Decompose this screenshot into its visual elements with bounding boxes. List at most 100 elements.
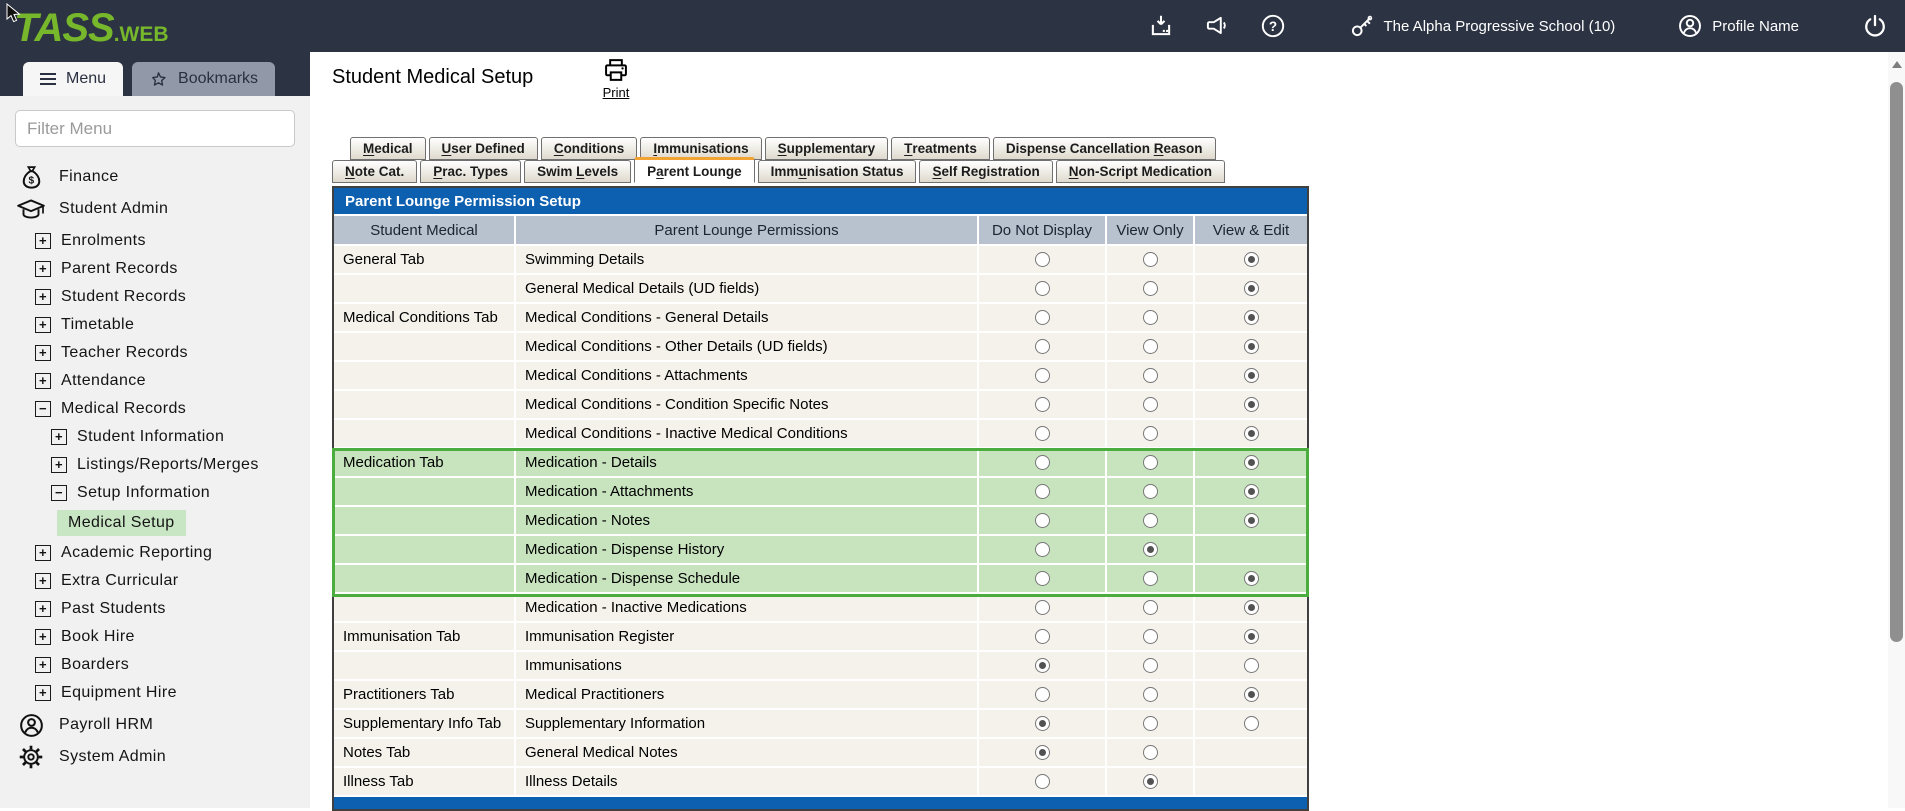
help-button[interactable]: ? <box>1259 12 1287 40</box>
tab-bookmarks[interactable]: Bookmarks <box>132 62 276 96</box>
announcements-button[interactable] <box>1203 12 1231 40</box>
expand-plus-icon[interactable]: + <box>35 573 51 589</box>
radio-dnd[interactable] <box>1034 774 1050 789</box>
sidebar-item-student-information[interactable]: + Student Information <box>0 423 310 451</box>
radio-view[interactable] <box>1142 687 1158 702</box>
radio-view[interactable] <box>1142 339 1158 354</box>
radio-view[interactable] <box>1142 281 1158 296</box>
sidebar-item-academic-reporting[interactable]: + Academic Reporting <box>0 539 310 567</box>
expand-plus-icon[interactable]: + <box>35 233 51 249</box>
sidebar-item-finance[interactable]: $ Finance <box>0 163 310 191</box>
expand-plus-icon[interactable]: + <box>35 629 51 645</box>
expand-plus-icon[interactable]: + <box>35 261 51 277</box>
sidebar-item-payroll-hrm[interactable]: Payroll HRM <box>0 711 310 739</box>
sidebar-item-setup-information[interactable]: − Setup Information <box>0 479 310 507</box>
radio-dnd[interactable] <box>1034 455 1050 470</box>
radio-dnd[interactable] <box>1034 687 1050 702</box>
expand-plus-icon[interactable]: + <box>35 545 51 561</box>
tass-web-logo[interactable]: TASS.WEB <box>14 6 169 51</box>
vertical-scrollbar[interactable] <box>1888 52 1905 808</box>
expand-plus-icon[interactable]: + <box>35 657 51 673</box>
radio-view[interactable] <box>1142 513 1158 528</box>
expand-plus-icon[interactable]: + <box>51 429 67 445</box>
radio-edit-selected[interactable] <box>1243 629 1259 644</box>
radio-edit-selected[interactable] <box>1243 281 1259 296</box>
radio-edit-selected[interactable] <box>1243 426 1259 441</box>
collapse-minus-icon[interactable]: − <box>51 485 67 501</box>
radio-view-selected[interactable] <box>1142 774 1158 789</box>
radio-edit-selected[interactable] <box>1243 252 1259 267</box>
sidebar-item-book-hire[interactable]: + Book Hire <box>0 623 310 651</box>
filter-menu-input[interactable] <box>15 110 295 147</box>
expand-plus-icon[interactable]: + <box>35 317 51 333</box>
radio-dnd-selected[interactable] <box>1034 745 1050 760</box>
radio-view[interactable] <box>1142 484 1158 499</box>
radio-edit-selected[interactable] <box>1243 484 1259 499</box>
tab-menu[interactable]: Menu <box>23 62 124 96</box>
radio-dnd[interactable] <box>1034 484 1050 499</box>
radio-dnd[interactable] <box>1034 426 1050 441</box>
radio-edit-selected[interactable] <box>1243 368 1259 383</box>
radio-edit-selected[interactable] <box>1243 397 1259 412</box>
sidebar-item-teacher-records[interactable]: + Teacher Records <box>0 339 310 367</box>
radio-dnd-selected[interactable] <box>1034 658 1050 673</box>
sidebar-item-student-records[interactable]: + Student Records <box>0 283 310 311</box>
radio-dnd[interactable] <box>1034 397 1050 412</box>
sidebar-item-medical-setup[interactable]: Medical Setup <box>0 509 310 537</box>
radio-edit[interactable] <box>1243 716 1259 731</box>
radio-dnd[interactable] <box>1034 600 1050 615</box>
radio-view-selected[interactable] <box>1142 542 1158 557</box>
expand-plus-icon[interactable]: + <box>35 685 51 701</box>
sidebar-item-attendance[interactable]: + Attendance <box>0 367 310 395</box>
radio-view[interactable] <box>1142 368 1158 383</box>
print-button[interactable]: Print <box>592 56 640 100</box>
radio-dnd[interactable] <box>1034 629 1050 644</box>
radio-view[interactable] <box>1142 571 1158 586</box>
expand-plus-icon[interactable]: + <box>51 457 67 473</box>
radio-dnd[interactable] <box>1034 571 1050 586</box>
radio-view[interactable] <box>1142 658 1158 673</box>
radio-dnd[interactable] <box>1034 542 1050 557</box>
sidebar-item-equipment-hire[interactable]: + Equipment Hire <box>0 679 310 707</box>
radio-edit-selected[interactable] <box>1243 571 1259 586</box>
radio-view[interactable] <box>1142 310 1158 325</box>
radio-edit-selected[interactable] <box>1243 687 1259 702</box>
radio-edit-selected[interactable] <box>1243 339 1259 354</box>
radio-edit-selected[interactable] <box>1243 310 1259 325</box>
radio-dnd[interactable] <box>1034 513 1050 528</box>
sidebar-item-enrolments[interactable]: + Enrolments <box>0 227 310 255</box>
radio-edit-selected[interactable] <box>1243 600 1259 615</box>
radio-dnd[interactable] <box>1034 339 1050 354</box>
radio-view[interactable] <box>1142 745 1158 760</box>
sidebar-item-boarders[interactable]: + Boarders <box>0 651 310 679</box>
radio-view[interactable] <box>1142 426 1158 441</box>
profile-menu[interactable]: Profile Name <box>1677 13 1799 39</box>
radio-view[interactable] <box>1142 600 1158 615</box>
radio-dnd-selected[interactable] <box>1034 716 1050 731</box>
radio-view[interactable] <box>1142 629 1158 644</box>
radio-dnd[interactable] <box>1034 281 1050 296</box>
radio-edit[interactable] <box>1243 658 1259 673</box>
radio-view[interactable] <box>1142 252 1158 267</box>
school-selector[interactable]: The Alpha Progressive School (10) <box>1349 13 1615 39</box>
radio-dnd[interactable] <box>1034 252 1050 267</box>
sidebar-item-system-admin[interactable]: System Admin <box>0 743 310 771</box>
radio-dnd[interactable] <box>1034 368 1050 383</box>
scrollbar-thumb[interactable] <box>1890 82 1903 642</box>
expand-plus-icon[interactable]: + <box>35 345 51 361</box>
scroll-up-arrow-icon[interactable] <box>1891 61 1902 68</box>
radio-view[interactable] <box>1142 397 1158 412</box>
download-button[interactable] <box>1147 12 1175 40</box>
expand-plus-icon[interactable]: + <box>35 373 51 389</box>
sidebar-item-listings-reports-merges[interactable]: + Listings/Reports/Merges <box>0 451 310 479</box>
collapse-minus-icon[interactable]: − <box>35 401 51 417</box>
radio-view[interactable] <box>1142 716 1158 731</box>
